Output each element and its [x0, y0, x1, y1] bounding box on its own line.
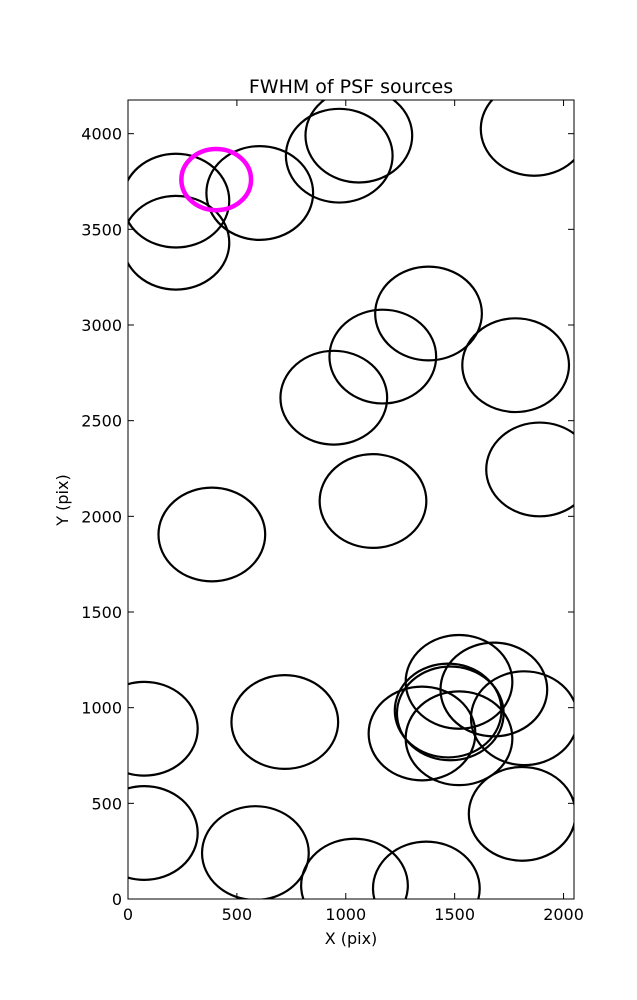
psf-source-circle [393, 662, 503, 759]
y-tick-label: 1000 [81, 699, 122, 718]
y-tick-label: 2500 [81, 412, 122, 431]
psf-source-circle [318, 453, 428, 550]
y-tick-label: 3500 [81, 220, 122, 239]
x-tick-label: 500 [222, 905, 253, 924]
psf-source-circle [128, 194, 231, 291]
y-tick-label: 4000 [81, 125, 122, 144]
y-tick-label: 500 [91, 794, 122, 813]
psf-source-circle [304, 100, 414, 184]
psf-source-circle [467, 765, 574, 862]
axis-ticks: 0 500 1000 1500 2000 0 500 1000 1500 2000 2500 3000… [81, 100, 584, 924]
y-tick-label: 0 [112, 890, 122, 909]
y-tick-label: 2000 [81, 507, 122, 526]
psf-source-circle [461, 317, 571, 414]
psf-source-circle [485, 421, 574, 518]
x-tick-label: 1000 [325, 905, 366, 924]
psf-source-circle [404, 633, 514, 730]
psf-source-circle [374, 265, 483, 362]
highlighted-source-circle [179, 146, 254, 213]
psf-source-circle [279, 349, 389, 446]
psf-source-circle [328, 308, 438, 405]
plot-frame [127, 99, 575, 900]
x-tick-label: 0 [123, 905, 133, 924]
psf-source-circle [230, 674, 340, 770]
psf-source-circle [128, 680, 199, 777]
psf-source-circle [300, 837, 409, 899]
psf-source-circle [200, 805, 310, 899]
x-axis-label: X (pix) [325, 929, 378, 948]
y-axis-label: Y (pix) [53, 474, 72, 526]
psf-source-circle [205, 145, 315, 241]
psf-source-circle [404, 690, 514, 787]
psf-source-circle [469, 670, 574, 767]
psf-source-circle [284, 107, 394, 204]
psf-source-circle [371, 840, 481, 899]
sources-layer [128, 100, 574, 899]
psf-source-circle [439, 641, 549, 738]
psf-source-circle [157, 486, 267, 583]
y-tick-label: 1500 [81, 603, 122, 622]
x-tick-label: 2000 [543, 905, 584, 924]
psf-source-circle [128, 785, 199, 881]
x-tick-label: 1500 [434, 905, 475, 924]
psf-source-circle [479, 100, 574, 177]
psf-source-circle [367, 685, 477, 782]
y-tick-label: 3000 [81, 316, 122, 335]
psf-source-circle [128, 152, 231, 249]
chart-title: FWHM of PSF sources [249, 76, 453, 98]
